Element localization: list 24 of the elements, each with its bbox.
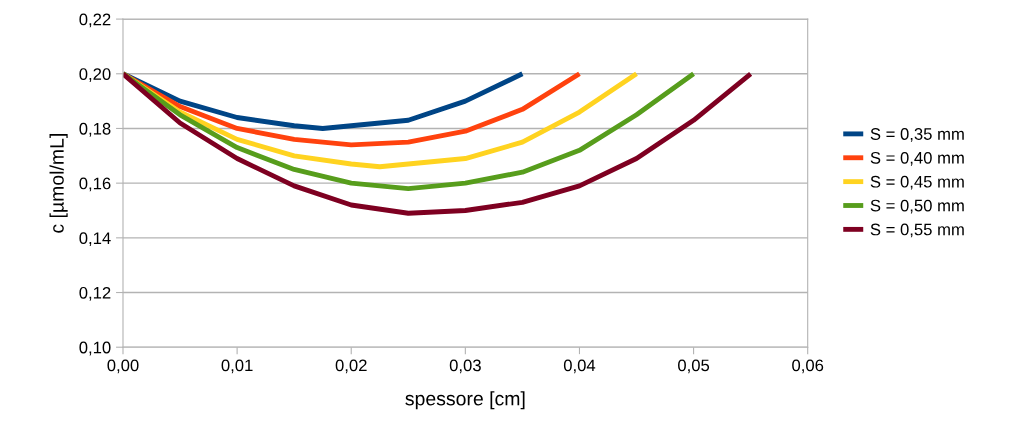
y-tick-label: 0,14 bbox=[79, 232, 111, 247]
legend-label: S = 0,50 mm bbox=[870, 199, 964, 214]
x-tick-label: 0,03 bbox=[449, 359, 481, 374]
y-tick-label: 0,10 bbox=[79, 341, 111, 356]
x-tick-label: 0,06 bbox=[792, 359, 824, 374]
y-tick-label: 0,22 bbox=[79, 13, 111, 28]
x-tick-label: 0,01 bbox=[221, 359, 253, 374]
x-axis-title: spessore [cm] bbox=[405, 391, 525, 410]
legend-label: S = 0,55 mm bbox=[870, 223, 964, 238]
y-tick-label: 0,12 bbox=[79, 286, 111, 301]
y-axis-title: c [µmol/mL] bbox=[49, 134, 68, 233]
legend-label: S = 0,45 mm bbox=[870, 175, 964, 190]
y-tick-label: 0,20 bbox=[79, 68, 111, 82]
legend-label: S = 0,35 mm bbox=[870, 128, 964, 142]
x-tick-label: 0,05 bbox=[678, 359, 710, 374]
y-tick-label: 0,18 bbox=[79, 122, 111, 137]
x-tick-label: 0,00 bbox=[107, 359, 139, 374]
line-series bbox=[123, 71, 582, 148]
x-tick-label: 0,04 bbox=[563, 359, 596, 374]
legend-label: S = 0,40 mm bbox=[870, 151, 964, 166]
y-tick-label: 0,16 bbox=[79, 177, 111, 192]
x-tick-label: 0,02 bbox=[335, 359, 367, 374]
line-series bbox=[123, 71, 697, 192]
line-series bbox=[123, 71, 754, 216]
